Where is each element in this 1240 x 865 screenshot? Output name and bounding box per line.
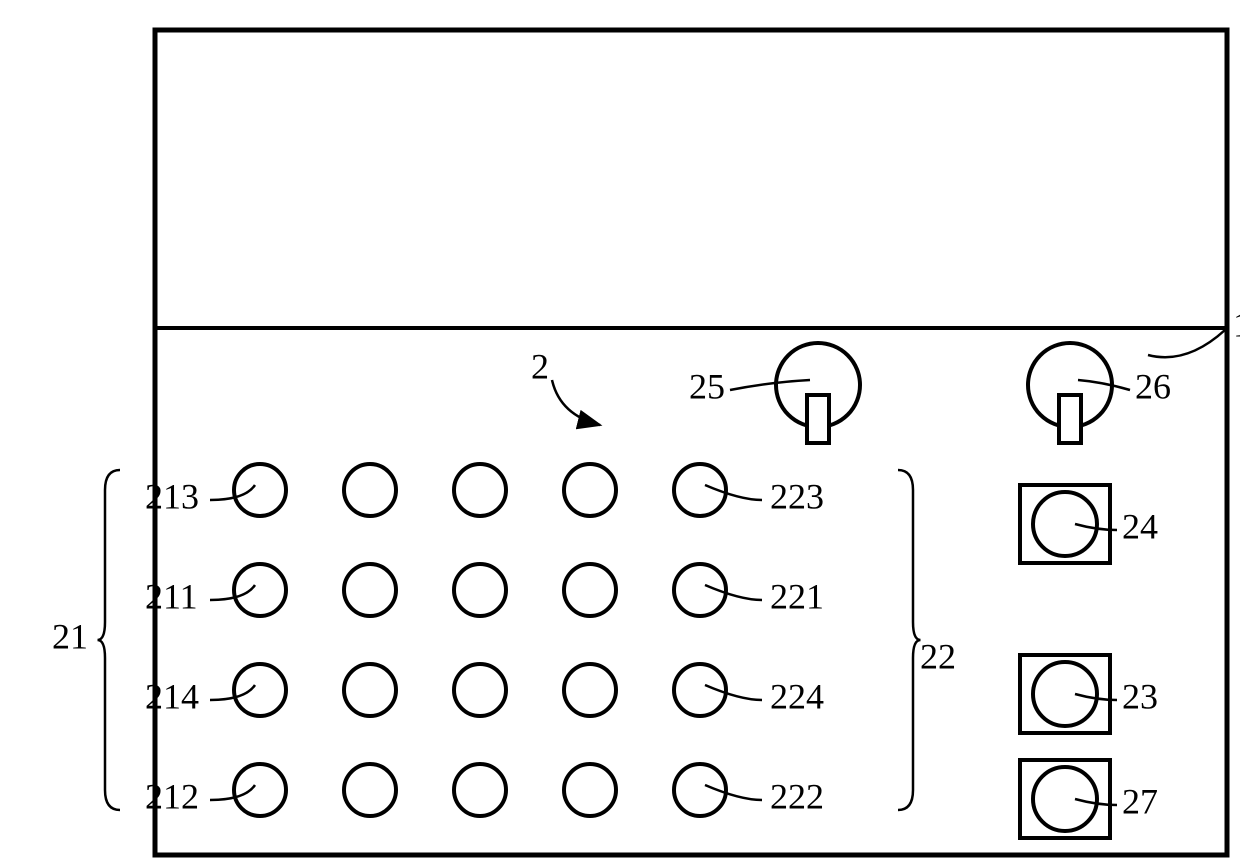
svg-text:22: 22 [920,636,956,676]
svg-text:1: 1 [1233,304,1240,344]
svg-text:2: 2 [531,346,549,386]
button-27-circle [1033,767,1097,831]
svg-text:21: 21 [52,616,88,656]
svg-text:25: 25 [689,366,725,406]
knob-25-stub [807,395,829,443]
knob-26-stub [1059,395,1081,443]
grid-circle [564,464,616,516]
grid-circle [344,464,396,516]
grid-circle [234,564,286,616]
grid-circle [234,764,286,816]
grid-circle [234,664,286,716]
svg-text:223: 223 [770,476,824,516]
grid-circle [344,664,396,716]
svg-text:222: 222 [770,776,824,816]
grid-circle [454,664,506,716]
svg-text:224: 224 [770,676,824,716]
svg-text:213: 213 [145,476,199,516]
grid-circle [344,764,396,816]
grid-circle [454,564,506,616]
button-24-circle [1033,492,1097,556]
svg-text:221: 221 [770,576,824,616]
svg-text:26: 26 [1135,366,1171,406]
diagram-canvas: 1 2 213 211 214 212 223 221 224 222 21 22 25 26 24 23 27 [0,0,1240,865]
grid-circle [564,564,616,616]
grid-circle [344,564,396,616]
group-brace [98,470,121,810]
group-brace [898,470,921,810]
grid-circle [234,464,286,516]
grid-circle [454,764,506,816]
grid-circle [454,464,506,516]
svg-text:24: 24 [1122,506,1158,546]
svg-text:212: 212 [145,776,199,816]
svg-text:214: 214 [145,676,199,716]
svg-text:211: 211 [145,576,198,616]
svg-text:27: 27 [1122,781,1158,821]
svg-text:23: 23 [1122,676,1158,716]
button-23-circle [1033,662,1097,726]
grid-circle [564,764,616,816]
grid-circle [564,664,616,716]
